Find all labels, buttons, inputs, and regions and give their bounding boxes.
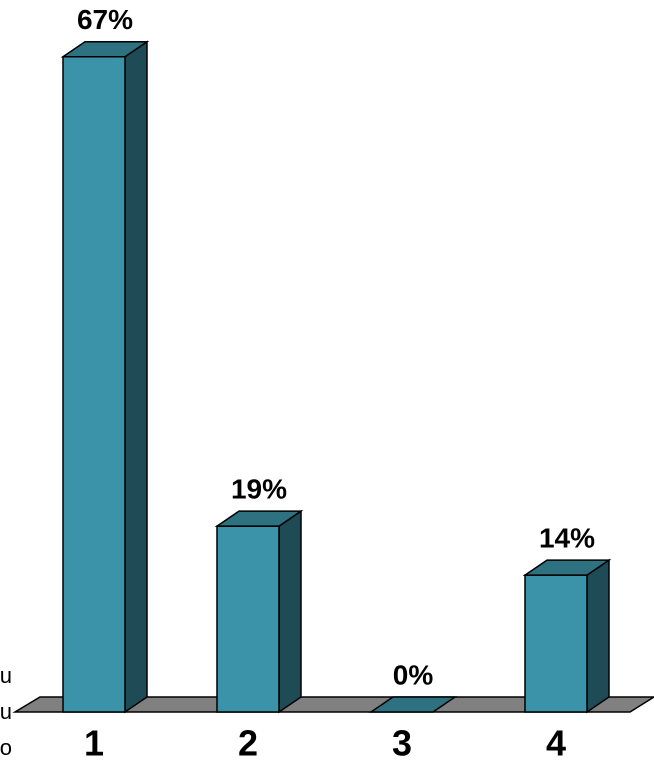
bar-side [586, 558, 610, 714]
bar [216, 525, 280, 713]
side-text: u [0, 699, 12, 724]
bar [524, 574, 588, 713]
side-text: o [0, 735, 12, 760]
bar-top [522, 559, 612, 576]
bar-side [124, 40, 148, 714]
bar-top [214, 510, 304, 527]
bar-top [368, 696, 458, 713]
side-text: u [0, 663, 12, 688]
value-label: 14% [539, 522, 595, 553]
x-tick-label: 3 [392, 723, 412, 764]
value-label: 67% [77, 4, 133, 35]
x-tick-label: 4 [546, 723, 566, 764]
bar [62, 55, 126, 713]
value-label: 0% [393, 659, 434, 690]
x-tick-label: 2 [238, 723, 258, 764]
x-tick-label: 1 [84, 723, 104, 764]
bar-top [60, 40, 150, 58]
bar-side [278, 509, 302, 714]
value-label: 19% [231, 474, 287, 505]
